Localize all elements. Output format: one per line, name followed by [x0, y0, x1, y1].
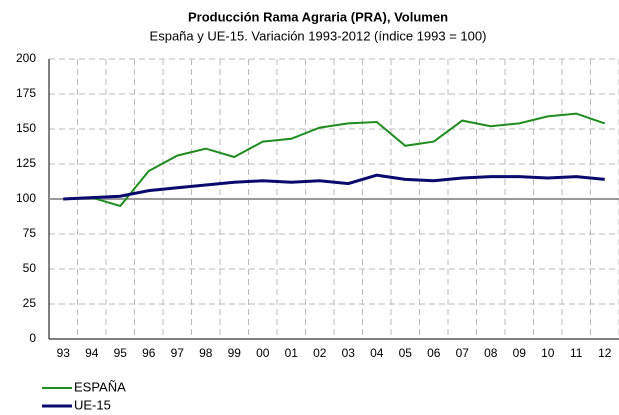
- x-tick-label: 99: [228, 346, 242, 360]
- legend-label: ESPAÑA: [74, 379, 126, 394]
- y-tick-label: 175: [16, 86, 36, 100]
- x-tick-label: 98: [199, 346, 213, 360]
- y-tick-label: 25: [23, 296, 37, 310]
- y-tick-label: 0: [29, 331, 36, 345]
- y-tick-label: 75: [23, 226, 37, 240]
- x-tick-label: 96: [142, 346, 156, 360]
- x-tick-label: 95: [114, 346, 128, 360]
- series-line: [63, 173, 605, 201]
- x-tick-label: 94: [85, 346, 99, 360]
- x-tick-label: 02: [313, 346, 327, 360]
- x-tick-label: 97: [171, 346, 185, 360]
- x-tick-label: 07: [456, 346, 470, 360]
- x-tick-label: 09: [513, 346, 527, 360]
- x-tick-label: 00: [256, 346, 270, 360]
- x-tick-label: 08: [484, 346, 498, 360]
- y-tick-label: 50: [23, 261, 37, 275]
- x-tick-label: 05: [399, 346, 413, 360]
- chart-title: Producción Rama Agraria (PRA), Volumen: [188, 9, 448, 24]
- y-tick-label: 200: [16, 51, 36, 65]
- x-tick-label: 12: [598, 346, 612, 360]
- x-tick-label: 10: [541, 346, 555, 360]
- chart-subtitle: España y UE-15. Variación 1993-2012 (índ…: [150, 28, 487, 43]
- x-tick-label: 06: [427, 346, 441, 360]
- y-tick-label: 100: [16, 191, 36, 205]
- x-tick-label: 93: [57, 346, 71, 360]
- x-tick-label: 03: [342, 346, 356, 360]
- legend-label: UE-15: [74, 397, 111, 412]
- y-tick-label: 125: [16, 156, 36, 170]
- series-line: [63, 112, 606, 208]
- x-tick-label: 11: [570, 346, 583, 360]
- x-tick-label: 01: [285, 346, 299, 360]
- x-tick-label: 04: [370, 346, 384, 360]
- y-tick-label: 150: [16, 121, 36, 135]
